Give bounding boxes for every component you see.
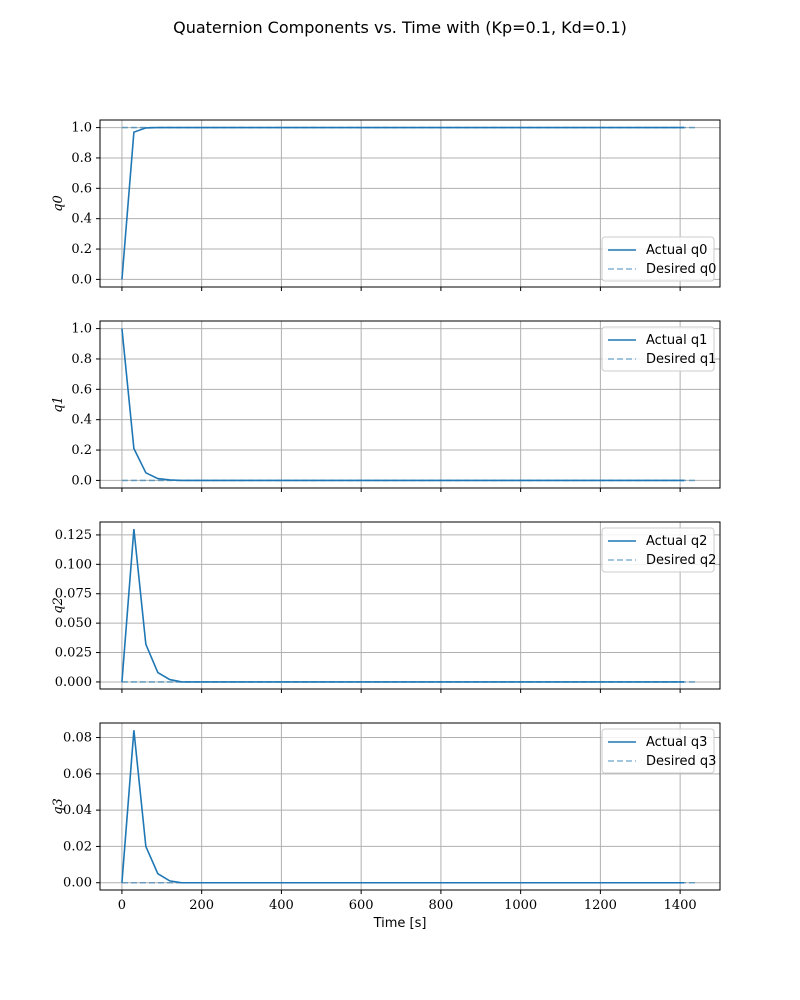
y-tick-label: 0.8 <box>71 151 92 166</box>
y-tick-label: 0.02 <box>63 839 92 854</box>
legend-box <box>601 236 715 282</box>
x-tick-label: 200 <box>189 898 214 913</box>
axes-frame <box>99 119 721 288</box>
axes-frame <box>99 320 721 489</box>
y-tick-label: 0.0 <box>71 272 92 287</box>
y-tick-label: 0.100 <box>55 557 92 572</box>
y-axis-label: q3 <box>51 798 66 815</box>
legend: Actual q3 Desired q3 <box>601 728 716 774</box>
x-tick-label: 1200 <box>584 898 617 913</box>
chart-title: Quaternion Components vs. Time with (Kp=… <box>173 18 627 37</box>
series-line-actual-q1 <box>121 328 685 482</box>
y-tick-label: 0.6 <box>71 181 92 196</box>
y-tick-label: 0.000 <box>55 675 92 690</box>
x-tick-label: 600 <box>349 898 374 913</box>
legend-entry: Desired q1 <box>646 352 716 367</box>
x-axis-label: Time [s] <box>373 916 427 931</box>
axes-frame <box>99 521 721 690</box>
y-tick-label: 0.025 <box>55 646 92 661</box>
y-axis-label: q0 <box>51 195 66 212</box>
legend: Actual q0 Desired q0 <box>601 236 716 282</box>
legend: Actual q1 Desired q1 <box>601 326 716 372</box>
legend-entry: Actual q1 <box>646 333 707 348</box>
y-tick-label: 0.2 <box>71 242 92 257</box>
y-tick-label: 0.4 <box>71 212 92 227</box>
legend-entry: Actual q0 <box>646 243 707 258</box>
y-tick-label: 1.0 <box>71 322 92 337</box>
legend-entry: Desired q2 <box>646 553 716 568</box>
y-tick-label: 0.125 <box>55 528 92 543</box>
x-tick-label: 1400 <box>664 898 697 913</box>
y-tick-label: 0.8 <box>71 352 92 367</box>
y-tick-label: 0.050 <box>55 616 92 631</box>
y-axis-label: q1 <box>51 396 66 413</box>
subplot-q0: 0.0 0.2 0.4 0.6 0.8 1.0 q0 Actual q0 Desired q0 <box>51 119 721 291</box>
x-tick-label: 800 <box>428 898 453 913</box>
y-tick-label: 0.6 <box>71 382 92 397</box>
y-tick-label: 0.04 <box>63 803 92 818</box>
y-tick-label: 0.06 <box>63 767 92 782</box>
subplot-q1: 0.0 0.2 0.4 0.6 0.8 1.0 q1 Actual q1 Desired q1 <box>51 320 721 492</box>
y-tick-label: 0.4 <box>71 413 92 428</box>
legend-entry: Desired q0 <box>646 262 716 277</box>
legend-box <box>601 326 715 372</box>
subplot-q2: 0.000 0.025 0.050 0.075 0.100 0.125 q2 Actual q… <box>51 521 721 693</box>
subplot-q3: 0.00 0.02 0.04 0.06 0.08 0 200 400 600 800 1000 120… <box>51 722 721 931</box>
y-tick-label: 0.00 <box>63 876 92 891</box>
x-tick-label: 0 <box>118 898 126 913</box>
y-tick-label: 1.0 <box>71 121 92 136</box>
legend-entry: Actual q2 <box>646 534 707 549</box>
y-axis-label: q2 <box>51 597 66 614</box>
y-tick-label: 0.2 <box>71 443 92 458</box>
series-line-actual-q3 <box>121 730 685 884</box>
axes-frame <box>99 722 721 891</box>
series-line-actual-q0 <box>121 126 685 280</box>
series-line-actual-q2 <box>121 528 685 683</box>
y-tick-label: 0.08 <box>63 731 92 746</box>
legend-box <box>601 527 715 573</box>
x-tick-label: 1000 <box>504 898 537 913</box>
x-tick-label: 400 <box>269 898 294 913</box>
legend-entry: Desired q3 <box>646 754 716 769</box>
legend: Actual q2 Desired q2 <box>601 527 716 573</box>
y-tick-label: 0.0 <box>71 473 92 488</box>
legend-entry: Actual q3 <box>646 735 707 750</box>
legend-box <box>601 728 715 774</box>
y-tick-label: 0.075 <box>55 587 92 602</box>
